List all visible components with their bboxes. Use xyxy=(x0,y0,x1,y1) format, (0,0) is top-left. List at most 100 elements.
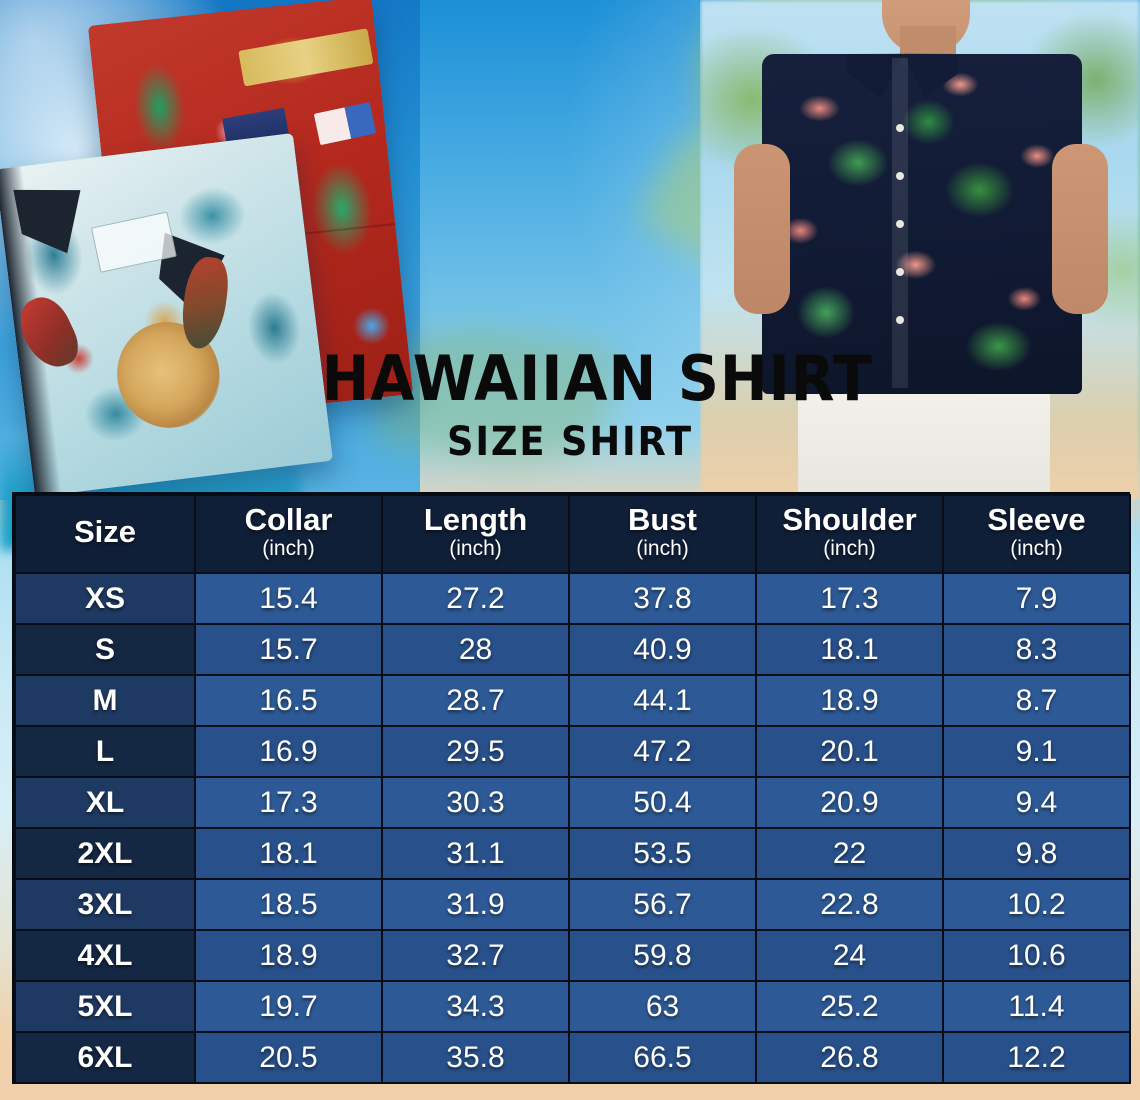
table-header: Size Collar (inch) Length (inch) Bust (i… xyxy=(14,494,1131,574)
page-subtitle: SIZE SHIRT xyxy=(446,419,694,465)
table-body: XS 15.4 27.2 37.8 17.3 7.9 S 15.7 28 40.9 18.1 8.3 M… xyxy=(14,572,1131,1084)
table-cell-shoulder: 20.1 xyxy=(755,725,944,778)
table-row: M 16.5 28.7 44.1 18.9 8.7 xyxy=(14,674,1131,727)
table-cell-size: 4XL xyxy=(14,929,196,982)
table-cell-shoulder: 20.9 xyxy=(755,776,944,829)
model-photo xyxy=(700,0,1140,500)
table-cell-size: 5XL xyxy=(14,980,196,1033)
table-cell-shoulder: 24 xyxy=(755,929,944,982)
table-cell-size: XS xyxy=(14,572,196,625)
column-header-length-unit: (inch) xyxy=(449,536,502,560)
column-header-length-label: Length xyxy=(423,502,528,538)
table-cell-collar: 18.5 xyxy=(194,878,383,931)
table-cell-size: XL xyxy=(14,776,196,829)
table-cell-bust: 66.5 xyxy=(568,1031,757,1084)
table-cell-collar: 15.4 xyxy=(194,572,383,625)
shirt-button xyxy=(896,124,904,132)
column-header-size: Size xyxy=(14,494,196,574)
table-header-row: Size Collar (inch) Length (inch) Bust (i… xyxy=(14,494,1131,574)
table-cell-shoulder: 18.9 xyxy=(755,674,944,727)
shirt-button xyxy=(896,316,904,324)
table-row: S 15.7 28 40.9 18.1 8.3 xyxy=(14,623,1131,676)
column-header-shoulder-label: Shoulder xyxy=(782,502,917,538)
column-header-length: Length (inch) xyxy=(381,494,570,574)
table-cell-length: 30.3 xyxy=(381,776,570,829)
shirt-brand-mark xyxy=(313,102,376,146)
table-cell-shoulder: 18.1 xyxy=(755,623,944,676)
model-arm-left xyxy=(734,144,790,314)
size-chart-table: Size Collar (inch) Length (inch) Bust (i… xyxy=(14,494,1131,1084)
table-cell-collar: 18.9 xyxy=(194,929,383,982)
table-cell-length: 31.9 xyxy=(381,878,570,931)
column-header-bust-unit: (inch) xyxy=(636,536,689,560)
size-chart-table-container: Size Collar (inch) Length (inch) Bust (i… xyxy=(12,492,1131,1084)
navy-flamingo-shirt xyxy=(762,54,1082,394)
table-cell-shoulder: 22.8 xyxy=(755,878,944,931)
table-cell-length: 28.7 xyxy=(381,674,570,727)
table-cell-size: 3XL xyxy=(14,878,196,931)
model-arm-right xyxy=(1052,144,1108,314)
column-header-collar-label: Collar xyxy=(244,502,333,538)
table-cell-bust: 53.5 xyxy=(568,827,757,880)
shirt-button xyxy=(896,220,904,228)
column-header-shoulder-unit: (inch) xyxy=(823,536,876,560)
table-cell-length: 35.8 xyxy=(381,1031,570,1084)
table-cell-bust: 47.2 xyxy=(568,725,757,778)
table-row: L 16.9 29.5 47.2 20.1 9.1 xyxy=(14,725,1131,778)
table-cell-size: M xyxy=(14,674,196,727)
table-cell-sleeve: 10.2 xyxy=(942,878,1131,931)
column-header-bust-label: Bust xyxy=(628,502,697,538)
table-cell-size: 6XL xyxy=(14,1031,196,1084)
table-cell-length: 31.1 xyxy=(381,827,570,880)
shirt-collar-band xyxy=(238,28,374,87)
table-cell-collar: 19.7 xyxy=(194,980,383,1033)
column-header-bust: Bust (inch) xyxy=(568,494,757,574)
table-cell-bust: 40.9 xyxy=(568,623,757,676)
table-cell-sleeve: 12.2 xyxy=(942,1031,1131,1084)
table-row: 5XL 19.7 34.3 63 25.2 11.4 xyxy=(14,980,1131,1033)
table-row: XL 17.3 30.3 50.4 20.9 9.4 xyxy=(14,776,1131,829)
table-row: XS 15.4 27.2 37.8 17.3 7.9 xyxy=(14,572,1131,625)
table-cell-sleeve: 9.1 xyxy=(942,725,1131,778)
table-cell-length: 34.3 xyxy=(381,980,570,1033)
table-cell-sleeve: 8.7 xyxy=(942,674,1131,727)
column-header-collar-unit: (inch) xyxy=(262,536,315,560)
table-row: 4XL 18.9 32.7 59.8 24 10.6 xyxy=(14,929,1131,982)
table-row: 6XL 20.5 35.8 66.5 26.8 12.2 xyxy=(14,1031,1131,1084)
model-figure xyxy=(734,0,1108,500)
shirt-button xyxy=(896,172,904,180)
column-header-sleeve: Sleeve (inch) xyxy=(942,494,1131,574)
table-cell-shoulder: 17.3 xyxy=(755,572,944,625)
table-cell-bust: 37.8 xyxy=(568,572,757,625)
page-title: HAWAIIAN SHIRT xyxy=(321,342,873,415)
table-cell-shoulder: 26.8 xyxy=(755,1031,944,1084)
table-cell-size: 2XL xyxy=(14,827,196,880)
table-cell-collar: 17.3 xyxy=(194,776,383,829)
table-row: 3XL 18.5 31.9 56.7 22.8 10.2 xyxy=(14,878,1131,931)
table-cell-bust: 56.7 xyxy=(568,878,757,931)
table-cell-bust: 50.4 xyxy=(568,776,757,829)
teal-hawaiian-shirt xyxy=(0,132,333,498)
table-cell-length: 29.5 xyxy=(381,725,570,778)
column-header-size-label: Size xyxy=(73,513,137,549)
table-cell-bust: 59.8 xyxy=(568,929,757,982)
table-cell-shoulder: 22 xyxy=(755,827,944,880)
column-header-shoulder: Shoulder (inch) xyxy=(755,494,944,574)
table-cell-collar: 18.1 xyxy=(194,827,383,880)
table-cell-length: 27.2 xyxy=(381,572,570,625)
table-cell-size: L xyxy=(14,725,196,778)
table-cell-sleeve: 7.9 xyxy=(942,572,1131,625)
table-cell-sleeve: 8.3 xyxy=(942,623,1131,676)
table-cell-length: 28 xyxy=(381,623,570,676)
table-cell-bust: 44.1 xyxy=(568,674,757,727)
table-cell-collar: 15.7 xyxy=(194,623,383,676)
column-header-sleeve-label: Sleeve xyxy=(987,502,1086,538)
table-cell-collar: 16.9 xyxy=(194,725,383,778)
table-row: 2XL 18.1 31.1 53.5 22 9.8 xyxy=(14,827,1131,880)
table-cell-sleeve: 9.8 xyxy=(942,827,1131,880)
table-cell-shoulder: 25.2 xyxy=(755,980,944,1033)
table-cell-size: S xyxy=(14,623,196,676)
table-cell-bust: 63 xyxy=(568,980,757,1033)
table-cell-collar: 20.5 xyxy=(194,1031,383,1084)
